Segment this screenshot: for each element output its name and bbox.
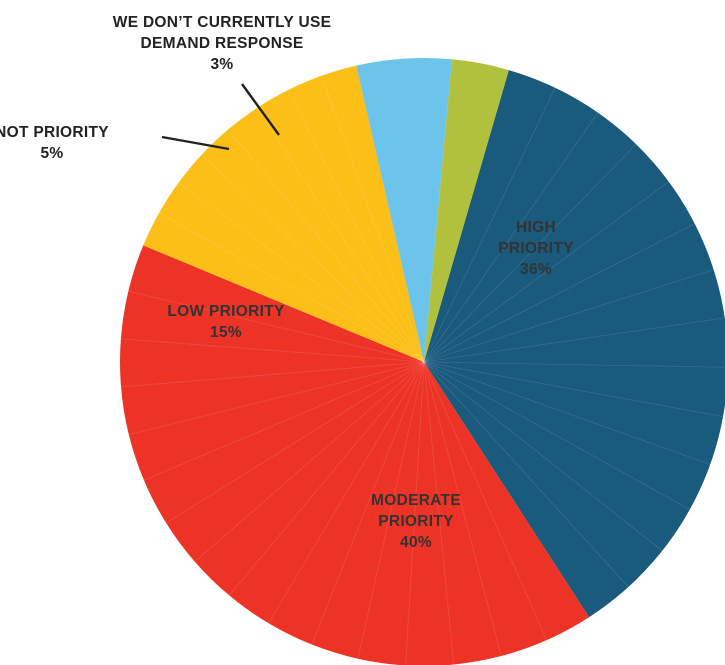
texture-line: [311, 361, 425, 645]
category-label: LOW PRIORITY: [167, 303, 285, 320]
texture-line: [120, 361, 425, 388]
texture-line: [357, 361, 425, 659]
texture-line: [423, 223, 695, 363]
slice-not-priority: [356, 58, 453, 362]
texture-line: [423, 143, 637, 363]
pie-slices: [120, 58, 725, 665]
slice-low-priority: [143, 65, 424, 362]
category-label: PRIORITY: [498, 240, 574, 257]
label-low-priority: LOW PRIORITY 15%: [167, 303, 285, 341]
category-label: PRIORITY: [378, 513, 454, 530]
value-label: 36%: [520, 261, 552, 278]
texture-line: [423, 361, 725, 368]
leader-line-we-don-t-currently-use-demand-response: [241, 83, 280, 136]
value-label: 15%: [210, 324, 242, 341]
slice-high-priority: [424, 70, 725, 618]
texture-line: [405, 361, 425, 665]
slice-labels: HIGH PRIORITY 36% MODERATE PRIORITY 40% LOW PR…: [0, 14, 574, 551]
texture-line: [423, 361, 455, 665]
texture-line: [128, 290, 425, 363]
texture-line: [321, 75, 425, 363]
texture-line: [423, 361, 690, 510]
texture-line: [423, 361, 629, 588]
texture-line: [423, 87, 556, 363]
texture-line: [423, 361, 663, 552]
slice-moderate-priority: [120, 245, 590, 665]
texture-line: [423, 181, 669, 363]
texture-line: [287, 89, 425, 363]
texture-line: [423, 361, 724, 418]
texture-line: [256, 107, 425, 363]
leader-line-not-priority: [161, 135, 230, 151]
texture-line: [423, 112, 599, 363]
texture-line: [194, 361, 425, 563]
texture-line: [423, 361, 548, 641]
leader-lines: [161, 83, 280, 151]
texture-line: [201, 154, 425, 363]
texture-line: [158, 212, 425, 363]
category-label: WE DON’T CURRENTLY USE: [113, 14, 331, 31]
slice-texture-lines: [120, 75, 725, 665]
texture-line: [423, 361, 502, 657]
texture-line: [423, 361, 711, 465]
value-label: 40%: [400, 534, 432, 551]
label-high-priority: HIGH PRIORITY 36%: [498, 219, 574, 278]
texture-line: [165, 361, 425, 524]
value-label: 5%: [40, 145, 63, 162]
texture-line: [120, 338, 425, 363]
texture-line: [423, 317, 725, 363]
texture-line: [227, 129, 425, 363]
category-label: NOT PRIORITY: [0, 124, 109, 141]
slice-we-don-t-currently-use-demand-response: [424, 59, 509, 363]
category-label: MODERATE: [371, 492, 461, 509]
label-we-don-t-currently-use-demand-response: WE DON’T CURRENTLY USE DEMAND RESPONSE 3%: [113, 14, 331, 73]
texture-line: [128, 361, 425, 435]
label-moderate-priority: MODERATE PRIORITY 40%: [371, 492, 461, 551]
texture-line: [178, 182, 425, 363]
category-label: DEMAND RESPONSE: [141, 35, 304, 52]
value-label: 3%: [210, 56, 233, 73]
texture-line: [228, 361, 425, 596]
texture-line: [143, 361, 425, 481]
label-not-priority: NOT PRIORITY 5%: [0, 124, 109, 162]
category-label: HIGH: [516, 219, 556, 236]
texture-line: [268, 361, 425, 624]
texture-line: [423, 269, 714, 363]
